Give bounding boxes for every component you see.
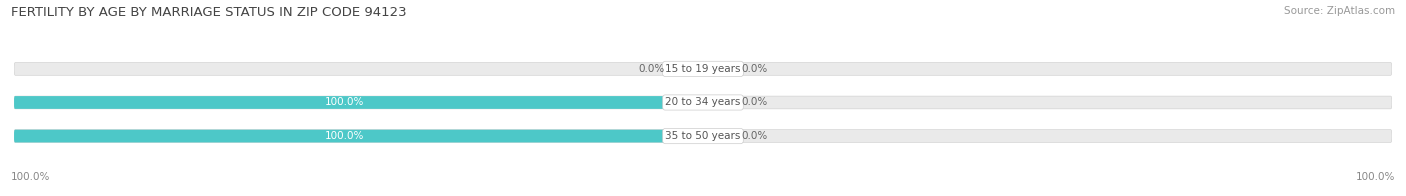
Text: Source: ZipAtlas.com: Source: ZipAtlas.com: [1284, 6, 1395, 16]
FancyBboxPatch shape: [14, 130, 1392, 142]
Text: 100.0%: 100.0%: [325, 97, 364, 107]
FancyBboxPatch shape: [703, 63, 734, 75]
Text: FERTILITY BY AGE BY MARRIAGE STATUS IN ZIP CODE 94123: FERTILITY BY AGE BY MARRIAGE STATUS IN Z…: [11, 6, 406, 19]
Text: 100.0%: 100.0%: [325, 131, 364, 141]
Text: 35 to 50 years: 35 to 50 years: [665, 131, 741, 141]
FancyBboxPatch shape: [14, 63, 1392, 75]
Text: 0.0%: 0.0%: [638, 64, 665, 74]
FancyBboxPatch shape: [14, 130, 703, 142]
Text: 0.0%: 0.0%: [741, 97, 768, 107]
Text: 100.0%: 100.0%: [1355, 172, 1395, 182]
Text: 100.0%: 100.0%: [11, 172, 51, 182]
Text: 0.0%: 0.0%: [741, 131, 768, 141]
FancyBboxPatch shape: [14, 96, 1392, 109]
FancyBboxPatch shape: [672, 63, 703, 75]
Text: 0.0%: 0.0%: [741, 64, 768, 74]
Text: 20 to 34 years: 20 to 34 years: [665, 97, 741, 107]
FancyBboxPatch shape: [14, 96, 703, 109]
Text: 15 to 19 years: 15 to 19 years: [665, 64, 741, 74]
